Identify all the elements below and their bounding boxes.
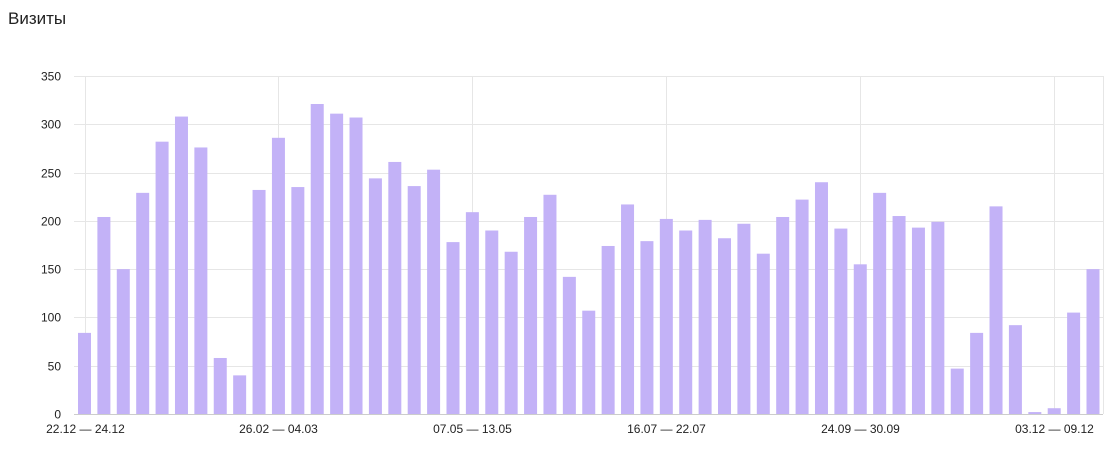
bar[interactable]: [407, 186, 421, 414]
bar[interactable]: [136, 192, 150, 414]
bar[interactable]: [1028, 412, 1042, 414]
bar[interactable]: [174, 116, 188, 414]
bar[interactable]: [155, 141, 169, 415]
bar[interactable]: [485, 230, 499, 414]
bar[interactable]: [853, 264, 867, 414]
y-tick-label: 300: [41, 118, 61, 132]
bar[interactable]: [834, 228, 848, 414]
bar[interactable]: [330, 113, 344, 414]
bar[interactable]: [640, 241, 654, 414]
bar[interactable]: [737, 223, 751, 414]
bar[interactable]: [931, 221, 945, 414]
bar[interactable]: [718, 238, 732, 414]
bar[interactable]: [989, 206, 1003, 414]
bar[interactable]: [601, 245, 615, 414]
bar[interactable]: [795, 199, 809, 414]
bar[interactable]: [213, 357, 227, 414]
y-tick-label: 250: [41, 167, 61, 181]
x-tick-label: 24.09 — 30.09: [821, 422, 900, 436]
bar[interactable]: [950, 368, 964, 414]
bar[interactable]: [349, 117, 363, 414]
bar[interactable]: [873, 192, 887, 414]
bar[interactable]: [427, 169, 441, 414]
bar[interactable]: [524, 216, 538, 414]
bar[interactable]: [194, 147, 208, 414]
bar[interactable]: [582, 310, 596, 414]
bar[interactable]: [659, 218, 673, 414]
bar[interactable]: [698, 219, 712, 414]
bar[interactable]: [1086, 269, 1100, 414]
bar[interactable]: [756, 253, 770, 414]
x-tick-label: 22.12 — 24.12: [46, 422, 125, 436]
y-tick-label: 50: [48, 360, 62, 374]
bar[interactable]: [388, 161, 402, 414]
bar[interactable]: [1047, 408, 1061, 414]
bar[interactable]: [892, 216, 906, 414]
bar[interactable]: [116, 269, 130, 414]
bar[interactable]: [271, 137, 285, 414]
bar[interactable]: [78, 332, 91, 414]
y-tick-label: 150: [41, 263, 61, 277]
chart-title: Визиты: [8, 9, 67, 28]
x-tick-label: 26.02 — 04.03: [239, 422, 318, 436]
bar[interactable]: [368, 178, 382, 414]
bar[interactable]: [97, 216, 111, 414]
bar[interactable]: [562, 276, 576, 414]
bar[interactable]: [252, 189, 266, 414]
bar[interactable]: [291, 187, 305, 414]
bar[interactable]: [970, 332, 984, 414]
bar[interactable]: [1067, 312, 1081, 414]
bar[interactable]: [814, 182, 828, 414]
bar[interactable]: [776, 216, 790, 414]
x-tick-label: 03.12 — 09.12: [1015, 422, 1094, 436]
bar[interactable]: [310, 104, 324, 414]
y-tick-label: 0: [54, 408, 61, 422]
x-tick-label: 16.07 — 22.07: [627, 422, 706, 436]
bar[interactable]: [543, 194, 557, 414]
bar[interactable]: [465, 212, 479, 414]
bars: [78, 104, 1100, 415]
bar[interactable]: [911, 227, 925, 414]
x-tick-label: 07.05 — 13.05: [433, 422, 512, 436]
y-tick-label: 350: [41, 70, 61, 84]
bar[interactable]: [621, 204, 635, 414]
bar[interactable]: [679, 230, 693, 414]
axis: 0 50 100 150 200 250 300 350 22.12 — 24.12 26.02 …: [41, 70, 1103, 436]
bar[interactable]: [446, 242, 460, 414]
y-tick-label: 100: [41, 311, 61, 325]
bar[interactable]: [233, 375, 247, 414]
bar[interactable]: [1008, 325, 1022, 414]
bar[interactable]: [504, 251, 518, 414]
y-tick-label: 200: [41, 215, 61, 229]
